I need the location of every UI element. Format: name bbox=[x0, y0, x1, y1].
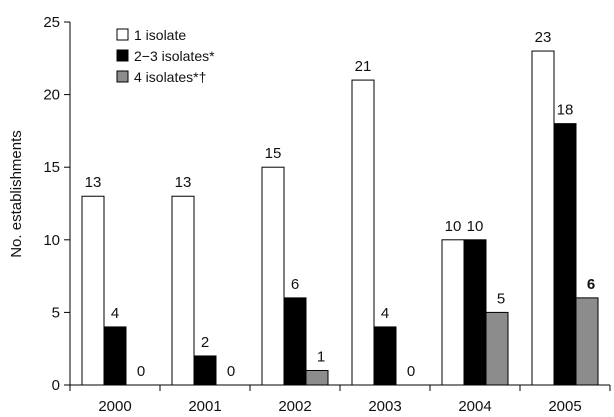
y-tick-label: 20 bbox=[43, 87, 60, 104]
data-label: 13 bbox=[175, 174, 192, 191]
data-label: 6 bbox=[291, 276, 299, 293]
y-tick-label: 10 bbox=[43, 232, 60, 249]
data-label: 6 bbox=[587, 276, 595, 293]
y-tick-label: 25 bbox=[43, 14, 60, 31]
x-tick-label: 2005 bbox=[548, 398, 581, 415]
bar-2-3-isolates-2000 bbox=[103, 326, 127, 386]
data-label: 13 bbox=[85, 174, 102, 191]
bar-1-isolate-2002 bbox=[261, 166, 285, 386]
legend-swatch bbox=[116, 28, 129, 41]
legend-swatch bbox=[116, 49, 129, 62]
y-axis: 0 5 10 15 20 25 bbox=[43, 14, 71, 394]
data-label: 23 bbox=[535, 29, 552, 46]
data-label: 21 bbox=[355, 58, 372, 75]
data-label: 4 bbox=[111, 305, 119, 322]
data-label: 5 bbox=[497, 290, 505, 307]
y-tick-label: 15 bbox=[43, 159, 60, 176]
data-label: 10 bbox=[445, 218, 462, 235]
bars bbox=[81, 50, 599, 386]
data-label: 1 bbox=[317, 348, 325, 365]
x-axis: 2000 2001 2002 2003 2004 2005 bbox=[69, 384, 611, 415]
legend: 1 isolate 2−3 isolates* 4 isolates*† bbox=[116, 27, 215, 85]
bar-1-isolate-2004 bbox=[441, 239, 465, 386]
x-tick-label: 2001 bbox=[188, 398, 221, 415]
bar-4-isolates-2004 bbox=[485, 311, 509, 386]
bar-4-isolates-2005 bbox=[575, 297, 599, 386]
legend-label: 2−3 isolates* bbox=[134, 48, 215, 64]
x-tick-label: 2004 bbox=[458, 398, 491, 415]
bar-1-isolate-2003 bbox=[351, 79, 375, 386]
legend-label: 1 isolate bbox=[134, 27, 186, 43]
x-tick-label: 2000 bbox=[98, 398, 131, 415]
bar-4-isolates-2002 bbox=[305, 369, 329, 386]
x-tick-label: 2002 bbox=[278, 398, 311, 415]
y-tick-label: 5 bbox=[52, 304, 60, 321]
bar-2-3-isolates-2002 bbox=[283, 297, 307, 386]
x-tick-label: 2003 bbox=[368, 398, 401, 415]
data-label: 0 bbox=[407, 363, 415, 380]
data-label: 0 bbox=[227, 363, 235, 380]
bar-1-isolate-2001 bbox=[171, 195, 195, 386]
data-label: 4 bbox=[381, 305, 389, 322]
bar-1-isolate-2005 bbox=[531, 50, 555, 386]
bar-1-isolate-2000 bbox=[81, 195, 105, 386]
data-label: 2 bbox=[201, 334, 209, 351]
y-tick-label: 0 bbox=[52, 377, 60, 394]
data-label: 10 bbox=[467, 218, 484, 235]
legend-label: 4 isolates*† bbox=[134, 69, 206, 85]
data-label: 15 bbox=[265, 145, 282, 162]
data-label: 18 bbox=[557, 102, 574, 119]
bar-2-3-isolates-2001 bbox=[193, 355, 217, 386]
y-axis-title: No. establishments bbox=[8, 130, 25, 258]
data-label: 0 bbox=[137, 363, 145, 380]
bar-2-3-isolates-2004 bbox=[463, 239, 487, 386]
bar-2-3-isolates-2003 bbox=[373, 326, 397, 386]
legend-swatch bbox=[116, 70, 129, 83]
bar-2-3-isolates-2005 bbox=[553, 123, 577, 386]
